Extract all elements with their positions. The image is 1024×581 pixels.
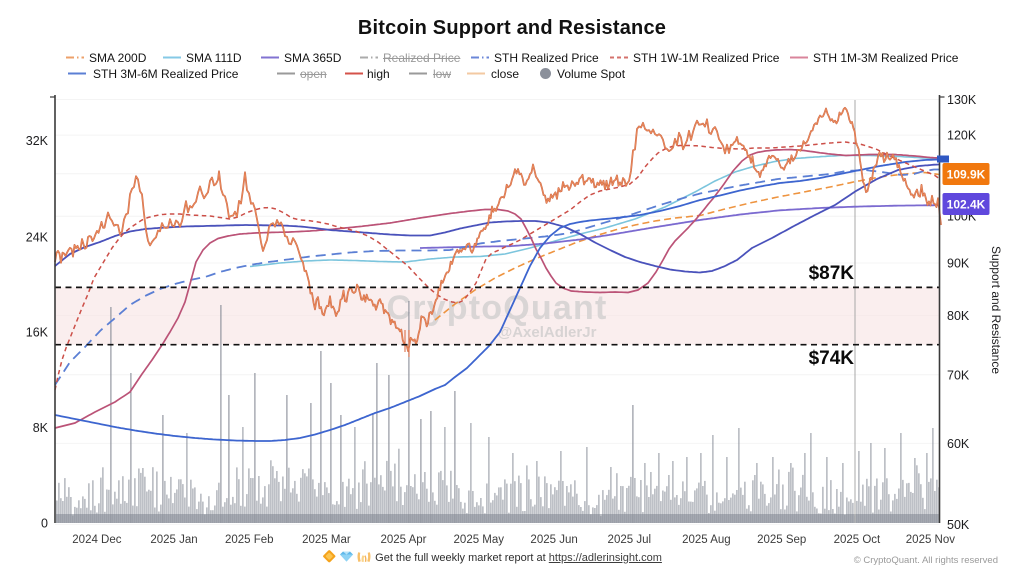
svg-text:0: 0	[41, 516, 48, 530]
svg-text:2025 Jul: 2025 Jul	[608, 534, 651, 546]
svg-text:2025 Aug: 2025 Aug	[682, 534, 731, 546]
svg-text:$74K: $74K	[809, 348, 855, 369]
svg-text:2025 Jan: 2025 Jan	[150, 534, 197, 546]
svg-text:2025 Jun: 2025 Jun	[530, 534, 577, 546]
svg-text:2025 Sep: 2025 Sep	[757, 534, 806, 546]
svg-text:24K: 24K	[26, 230, 49, 244]
svg-text:Support and Resistance: Support and Resistance	[989, 246, 1003, 374]
svg-text:CryptoQuant: CryptoQuant	[387, 289, 608, 327]
svg-text:2025 Nov: 2025 Nov	[906, 534, 955, 546]
svg-text:50K: 50K	[947, 518, 970, 532]
svg-text:130K: 130K	[947, 93, 977, 107]
svg-text:2025 Feb: 2025 Feb	[225, 534, 274, 546]
svg-text:2024 Dec: 2024 Dec	[72, 534, 121, 546]
svg-text:8K: 8K	[33, 421, 49, 435]
svg-text:60K: 60K	[947, 437, 970, 451]
svg-text:2025 Apr: 2025 Apr	[380, 534, 426, 546]
svg-text:2025 Oct: 2025 Oct	[834, 534, 881, 546]
svg-text:120K: 120K	[947, 129, 977, 143]
svg-text:$87K: $87K	[809, 263, 855, 284]
svg-text:2025 May: 2025 May	[454, 534, 505, 546]
svg-text:90K: 90K	[947, 257, 970, 271]
svg-text:70K: 70K	[947, 368, 970, 382]
svg-text:2025 Mar: 2025 Mar	[302, 534, 351, 546]
svg-text:@AxelAdlerJr: @AxelAdlerJr	[498, 324, 597, 341]
svg-text:80K: 80K	[947, 309, 970, 323]
svg-text:102.4K: 102.4K	[947, 198, 986, 212]
svg-text:16K: 16K	[26, 326, 49, 340]
svg-text:109.9K: 109.9K	[947, 168, 986, 182]
svg-text:32K: 32K	[26, 134, 49, 148]
